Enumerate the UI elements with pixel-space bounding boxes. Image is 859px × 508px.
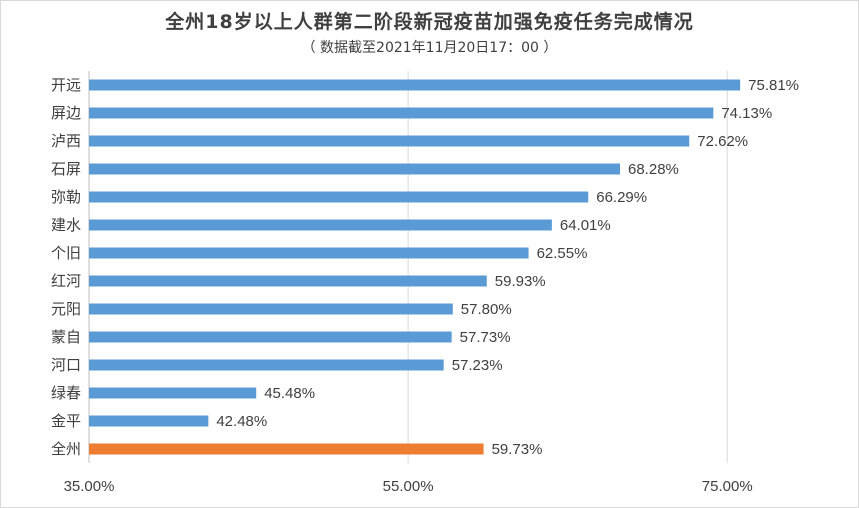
value-label-10: 57.23% (452, 357, 503, 374)
value-label-4: 66.29% (596, 189, 647, 206)
category-label-1: 屏边 (51, 104, 81, 122)
x-tick-label-2: 75.00% (702, 478, 753, 495)
chart-title: 全州18岁以上人群第二阶段新冠疫苗加强免疫任务完成情况 (165, 11, 694, 33)
value-label-7: 59.93% (495, 273, 546, 290)
category-label-13: 全州 (51, 440, 81, 458)
category-label-9: 蒙自 (51, 328, 81, 346)
chart-subtitle: （ 数据截至2021年11月20日17：00 ） (301, 40, 558, 56)
bar-5 (89, 219, 552, 231)
category-label-0: 开远 (51, 76, 81, 94)
value-label-6: 62.55% (537, 245, 588, 262)
category-label-7: 红河 (51, 272, 81, 290)
bar-10 (89, 359, 444, 371)
category-label-11: 绿春 (51, 384, 81, 402)
x-tick-label-1: 55.00% (383, 478, 434, 495)
category-label-3: 石屏 (51, 160, 81, 178)
value-label-12: 42.48% (216, 413, 267, 430)
bar-3 (89, 163, 621, 175)
category-label-2: 泸西 (51, 132, 81, 150)
bar-1 (89, 107, 714, 119)
bar-13 (89, 443, 484, 455)
value-label-13: 59.73% (492, 441, 543, 458)
value-label-3: 68.28% (628, 161, 679, 178)
category-label-12: 金平 (51, 412, 81, 430)
value-label-8: 57.80% (461, 301, 512, 318)
category-label-6: 个旧 (51, 244, 81, 262)
x-tick-label-0: 35.00% (64, 478, 115, 495)
bar-0 (89, 79, 741, 91)
category-label-10: 河口 (51, 356, 81, 374)
bar-11 (89, 387, 257, 399)
category-label-8: 元阳 (51, 300, 81, 318)
category-label-4: 弥勒 (51, 188, 81, 206)
bar-2 (89, 135, 690, 147)
value-label-1: 74.13% (721, 105, 772, 122)
bar-6 (89, 247, 529, 259)
bar-7 (89, 275, 487, 287)
category-label-5: 建水 (51, 216, 81, 234)
value-label-9: 57.73% (460, 329, 511, 346)
bar-12 (89, 415, 209, 427)
value-label-2: 72.62% (697, 133, 748, 150)
bar-8 (89, 303, 453, 315)
bar-9 (89, 331, 452, 343)
value-label-5: 64.01% (560, 217, 611, 234)
value-label-0: 75.81% (748, 77, 799, 94)
bar-4 (89, 191, 589, 203)
value-label-11: 45.48% (264, 385, 315, 402)
